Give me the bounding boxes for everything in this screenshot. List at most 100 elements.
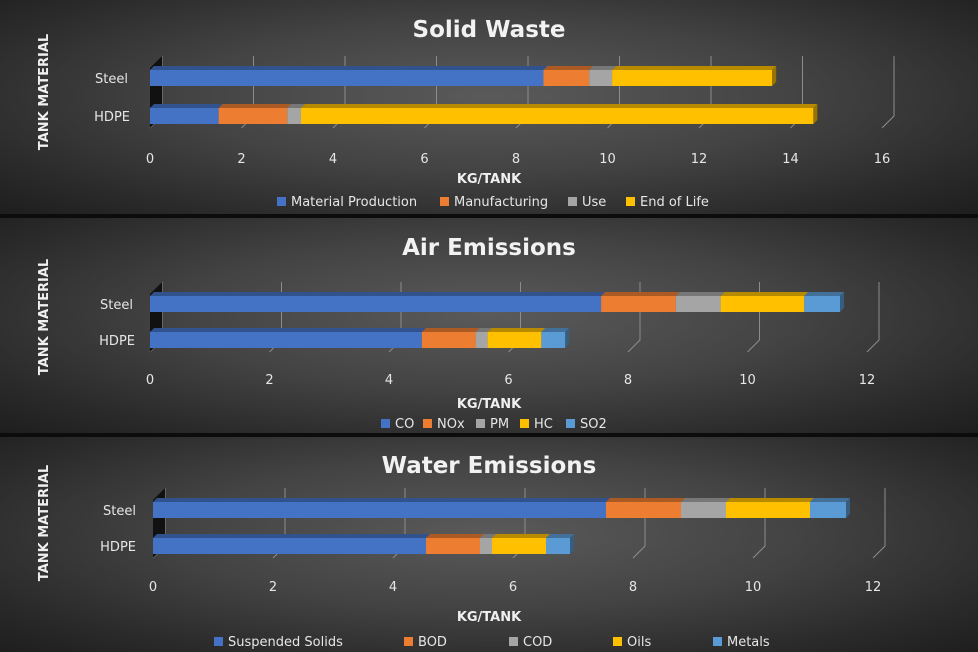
bar-hdpe-metals (546, 534, 574, 554)
x-tick-label: 16 (874, 152, 891, 167)
bar-steel-end-of-life (612, 66, 777, 86)
x-tick-label: 10 (739, 373, 756, 388)
bar-steel-use (589, 66, 617, 86)
bar-hdpe-end-of-life (300, 104, 818, 124)
solid-waste-panel: Solid Waste TANK MATERIAL Steel HDPE 0 2 4 6 8 10… (0, 0, 978, 214)
legend-item-bod: BOD (404, 635, 447, 650)
category-label-steel: Steel (103, 504, 136, 519)
legend-item-so2: SO2 (566, 417, 607, 432)
bar-steel-so2 (804, 292, 845, 312)
x-tick-label: 2 (237, 152, 245, 167)
bar-steel-hc (720, 292, 809, 312)
bar-steel-manufacturing (543, 66, 594, 86)
chart-title: Air Emissions (402, 235, 576, 261)
legend-swatch (626, 197, 635, 206)
legend-swatch (566, 419, 575, 428)
bar-hdpe-use (287, 104, 305, 124)
x-tick-label: 8 (624, 373, 632, 388)
y-axis-label: TANK MATERIAL (37, 34, 52, 150)
bar-steel-suspended-solids (153, 498, 610, 518)
legend-swatch (404, 637, 413, 646)
legend-item-co: CO (381, 417, 414, 432)
x-tick-label: 12 (865, 580, 882, 595)
legend-item-suspended-solids: Suspended Solids (214, 635, 343, 650)
chart-water-emissions: Water Emissions TANK MATERIAL Steel HDPE 0 2 4… (37, 453, 886, 650)
x-axis-label: KG/TANK (457, 172, 522, 187)
x-tick-label: 10 (599, 152, 616, 167)
chart-solid-waste: Solid Waste TANK MATERIAL Steel HDPE 0 2 4 6 8 10… (37, 17, 895, 210)
x-tick-label: 4 (329, 152, 337, 167)
x-axis-label: KG/TANK (457, 610, 522, 625)
bar-hdpe-hc (487, 328, 546, 348)
x-tick-label: 2 (269, 580, 277, 595)
legend-label: PM (490, 417, 509, 432)
bar-hdpe-bod (426, 534, 484, 554)
legend-item-use: Use (568, 195, 606, 210)
y-axis-label: TANK MATERIAL (37, 259, 52, 375)
legend-item-oils: Oils (613, 635, 651, 650)
chart-air-emissions: Air Emissions TANK MATERIAL Steel HDPE 0 2 4 6 8… (37, 235, 880, 432)
bar-hdpe-nox (421, 328, 480, 348)
legend-item-cod: COD (509, 635, 552, 650)
legend-label: Use (582, 195, 606, 210)
bar-steel-oils (726, 498, 814, 518)
category-label-hdpe: HDPE (94, 110, 130, 125)
bar-hdpe-so2 (541, 328, 570, 348)
legend-label: CO (395, 417, 414, 432)
x-tick-label: 0 (146, 373, 154, 388)
legend-swatch (277, 197, 286, 206)
y-axis-label: TANK MATERIAL (37, 465, 52, 581)
gridline (881, 56, 895, 129)
legend-item-hc: HC (520, 417, 553, 432)
legend-label: Material Production (291, 195, 417, 210)
legend-label: COD (523, 635, 552, 650)
x-tick-label: 2 (265, 373, 273, 388)
legend-swatch (568, 197, 577, 206)
bar-hdpe-oils (492, 534, 550, 554)
bar-steel-pm (675, 292, 725, 312)
bar-steel-cod (681, 498, 730, 518)
legend-swatch (509, 637, 518, 646)
gridline (866, 282, 880, 353)
legend-label: BOD (418, 635, 447, 650)
bar-hdpe-material-production (150, 104, 223, 124)
legend-swatch (520, 419, 529, 428)
category-label-steel: Steel (95, 72, 128, 87)
x-tick-label: 0 (146, 152, 154, 167)
bar-hdpe-suspended-solids (153, 534, 430, 554)
x-tick-label: 14 (782, 152, 799, 167)
air-emissions-panel: Air Emissions TANK MATERIAL Steel HDPE 0 2 4 6 8… (0, 218, 978, 433)
category-label-hdpe: HDPE (100, 540, 136, 555)
legend-label: SO2 (580, 417, 607, 432)
bar-steel-nox (601, 292, 680, 312)
legend-label: Manufacturing (454, 195, 548, 210)
legend-swatch (613, 637, 622, 646)
bar-hdpe-manufacturing (218, 104, 292, 124)
legend-item-end-of-life: End of Life (626, 195, 709, 210)
legend-label: Suspended Solids (228, 635, 343, 650)
legend-swatch (476, 419, 485, 428)
bar-steel-co (150, 292, 606, 312)
legend-item-nox: NOx (423, 417, 465, 432)
x-tick-label: 8 (512, 152, 520, 167)
x-tick-label: 10 (745, 580, 762, 595)
x-tick-label: 12 (859, 373, 876, 388)
x-tick-label: 8 (629, 580, 637, 595)
legend-swatch (214, 637, 223, 646)
x-tick-label: 6 (509, 580, 517, 595)
legend-item-manufacturing: Manufacturing (440, 195, 548, 210)
legend-label: Metals (727, 635, 770, 650)
bar-hdpe-co (150, 328, 426, 348)
chart-title: Water Emissions (382, 453, 597, 479)
x-tick-label: 4 (385, 373, 393, 388)
legend-swatch (440, 197, 449, 206)
bar-steel-bod (606, 498, 685, 518)
legend-item-metals: Metals (713, 635, 770, 650)
legend-swatch (381, 419, 390, 428)
bar-steel-material-production (150, 66, 548, 86)
x-tick-label: 12 (691, 152, 708, 167)
legend-label: NOx (437, 417, 465, 432)
bar-hdpe-pm (475, 328, 492, 348)
bar-hdpe-cod (480, 534, 496, 554)
category-label-hdpe: HDPE (99, 334, 135, 349)
